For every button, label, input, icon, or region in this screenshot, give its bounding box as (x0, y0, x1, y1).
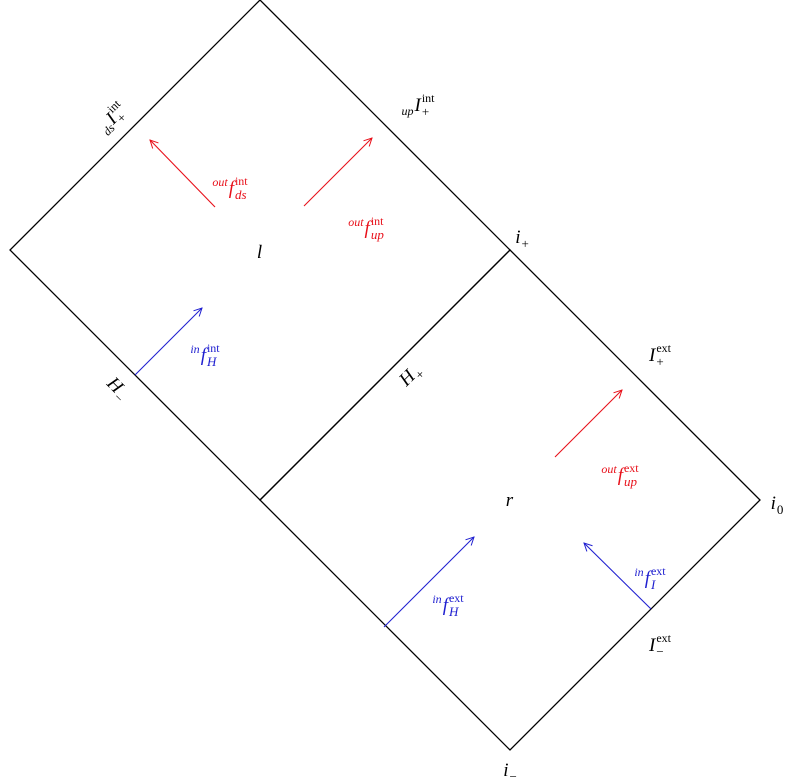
label-base: f (443, 595, 451, 616)
label: i + (515, 227, 529, 251)
label-sup: int (207, 341, 220, 355)
label-sup: ext (449, 591, 464, 605)
label-sub: 0 (777, 502, 784, 517)
label-sub: H (448, 604, 459, 619)
label-base: f (645, 568, 653, 589)
label: l (257, 242, 262, 263)
label-sup: ext (656, 341, 671, 355)
label-sub: + (422, 104, 429, 119)
label-presup: in (190, 342, 199, 356)
arrow (303, 138, 372, 207)
label-presup: out (348, 215, 364, 229)
label-base: f (365, 218, 373, 239)
label-sub: − (656, 644, 663, 659)
label: i − (503, 760, 517, 781)
arrow (134, 308, 202, 376)
label-presub: up (402, 104, 414, 118)
label-sup: int (371, 214, 384, 228)
label: H+ (394, 365, 427, 391)
label-base: l (257, 242, 262, 263)
label-sub: − (509, 769, 516, 781)
label-base: i (771, 493, 776, 514)
label: H− (102, 372, 128, 405)
label-sup: ext (624, 461, 639, 475)
label-sup: int (422, 91, 435, 105)
label-base: f (618, 465, 626, 486)
label-presup: out (601, 462, 617, 476)
label-presup: in (634, 565, 643, 579)
label-sup: int (235, 174, 248, 188)
label: r (506, 490, 514, 511)
label-sub: ds (235, 187, 247, 202)
label-base: I (648, 635, 657, 656)
arrow (150, 140, 216, 208)
label-base: f (229, 178, 237, 199)
right-region (259, 249, 761, 751)
label-sup: ext (651, 564, 666, 578)
arrow (383, 537, 474, 628)
label-sub: H (206, 354, 217, 369)
label-presup: in (432, 592, 441, 606)
label-base: r (506, 490, 514, 511)
label-base: i (503, 760, 508, 781)
label-base: I (414, 95, 423, 116)
label-sub: I (650, 577, 656, 592)
label-sub: up (371, 227, 385, 242)
label-base: f (201, 345, 209, 366)
arrow (554, 390, 622, 458)
arrow (584, 543, 652, 610)
label-presup: out (212, 175, 228, 189)
label-base: i (515, 227, 520, 248)
label-sub: up (624, 474, 638, 489)
label-sub: + (656, 354, 663, 369)
label-base: I (648, 345, 657, 366)
label-sup: ext (656, 631, 671, 645)
label-sub: + (521, 236, 528, 251)
